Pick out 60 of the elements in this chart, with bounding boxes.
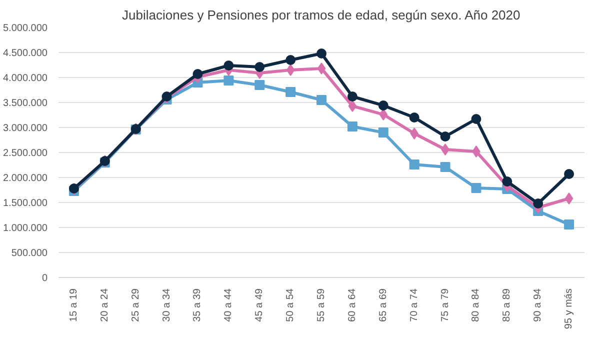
x-tick-label: 60 a 64 [346,288,358,322]
point [286,55,296,65]
point [286,64,295,76]
x-tick-label: 25 a 29 [130,288,142,322]
point [192,69,203,79]
x-tick-label: 80 a 84 [470,288,482,322]
y-tick-label: 0 [42,273,48,284]
point [317,62,326,74]
point [347,92,358,102]
y-tick-label: 2.500.000 [3,148,48,159]
point [533,198,544,208]
point [564,169,574,179]
point [254,62,265,72]
point [471,114,482,124]
point [564,192,574,204]
x-tick-label: 50 a 54 [285,288,296,322]
y-tick-label: 3.500.000 [3,98,48,109]
point [440,162,450,172]
point [409,112,420,122]
point [502,176,512,186]
x-tick-label: 30 a 34 [161,288,172,322]
point [286,87,296,97]
y-tick-label: 1.000.000 [3,223,48,234]
point [378,100,388,110]
point [224,60,234,70]
point [410,128,418,140]
chart-title: Jubilaciones y Pensiones por tramos de edad, según sexo. Año 2020 [122,8,520,22]
y-tick-label: 5.000.000 [3,23,48,34]
point [348,100,357,112]
x-tick-label: 55 a 59 [316,288,327,322]
point [316,95,326,105]
point [441,144,450,156]
point [316,48,326,58]
x-tick-label: 70 a 74 [408,288,420,322]
y-tick-label: 3.000.000 [3,123,48,134]
point [472,146,480,158]
point [378,128,388,138]
y-tick-label: 500.000 [11,248,48,259]
x-tick-label: 90 a 94 [532,288,544,322]
x-tick-label: 40 a 44 [223,288,234,322]
y-tick-label: 1.500.000 [3,198,48,209]
point [440,132,450,142]
x-tick-label: 20 a 24 [99,288,110,322]
y-tick-label: 4.000.000 [3,73,48,84]
point [254,80,265,90]
point [379,108,388,120]
x-tick-label: 15 a 19 [68,288,80,322]
point [409,160,420,170]
point [564,220,574,230]
x-tick-label: 45 a 49 [254,288,266,322]
point [347,122,358,132]
x-tick-label: 85 a 89 [502,288,513,322]
y-tick-label: 2.000.000 [3,173,48,184]
x-tick-label: 65 a 69 [378,288,389,322]
y-tick-label: 4.500.000 [3,48,48,59]
x-tick-label: 75 a 79 [440,288,451,322]
point [224,76,234,86]
x-tick-label: 95 y más [564,288,575,330]
point [471,183,482,193]
x-tick-label: 35 a 39 [192,288,204,322]
